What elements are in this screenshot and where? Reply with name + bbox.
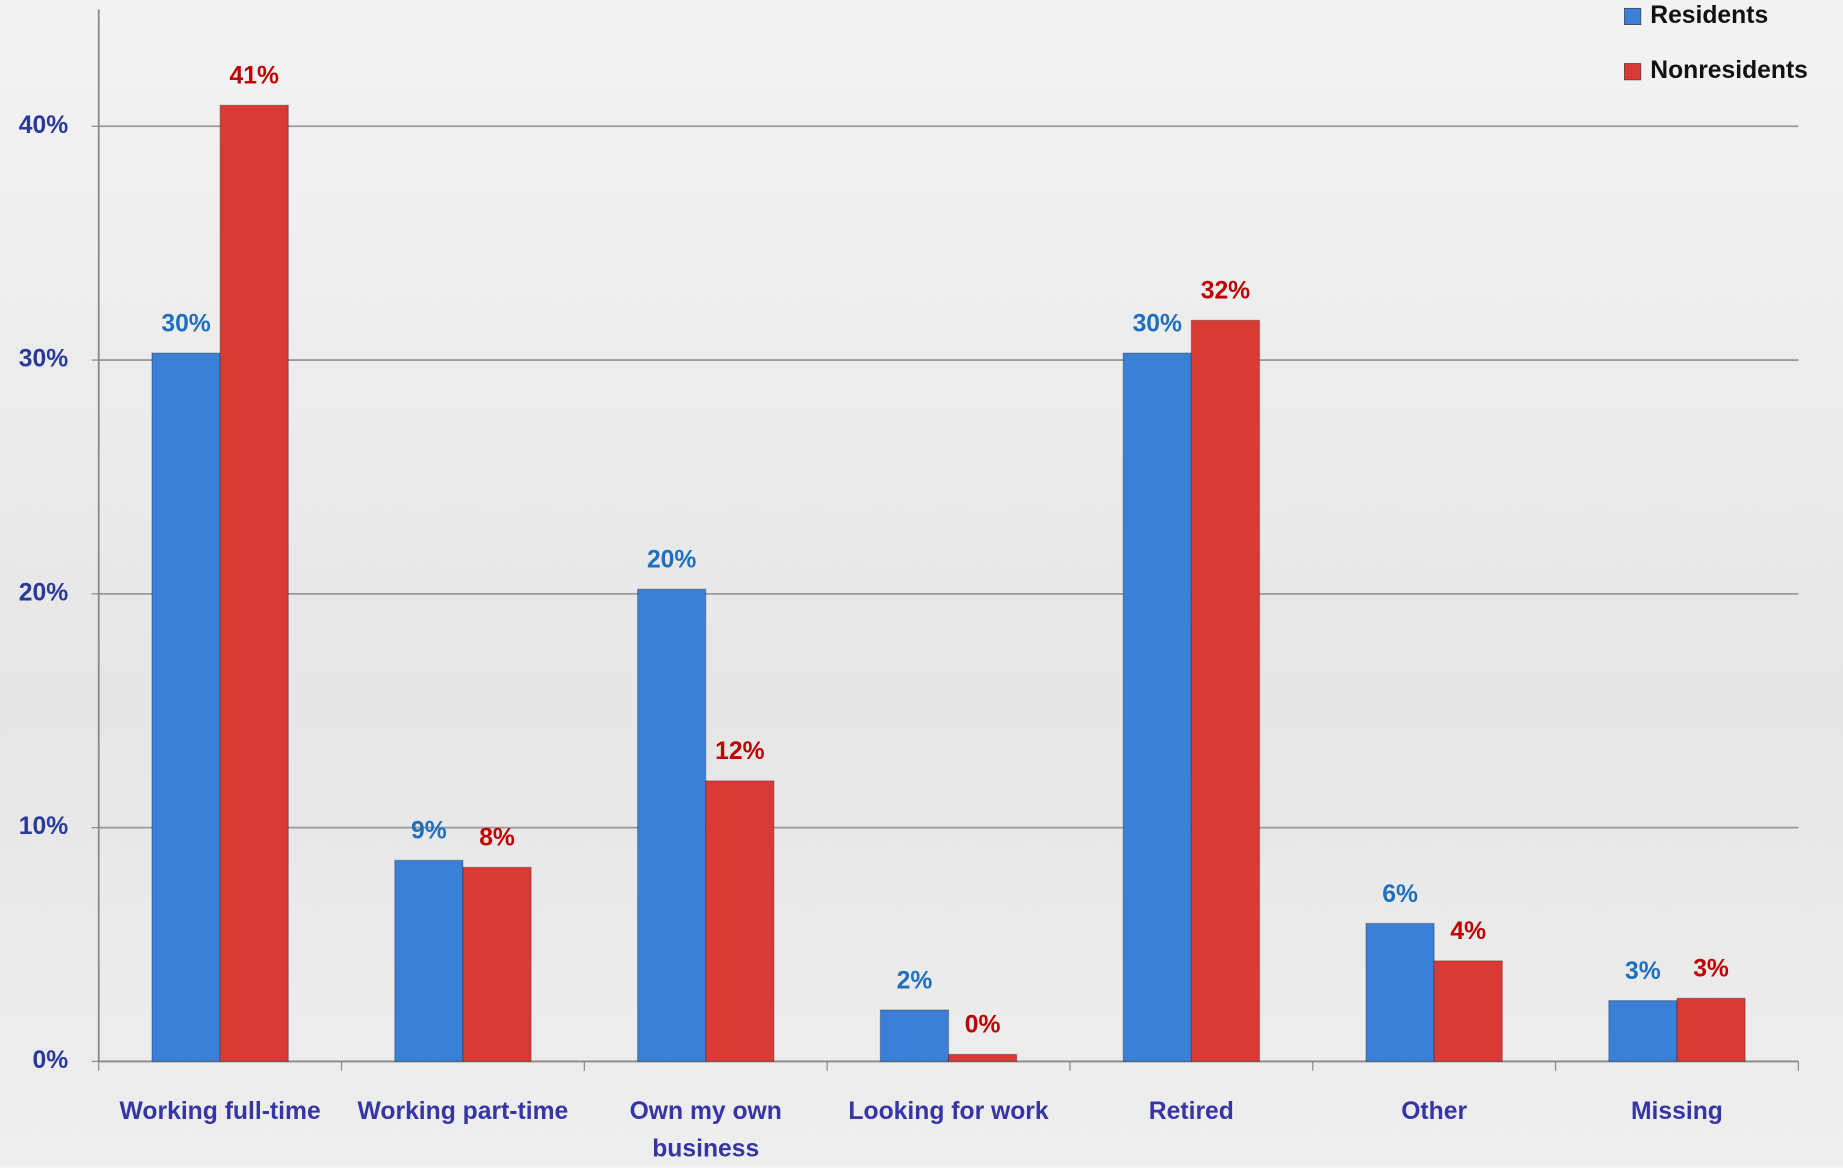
bar <box>1366 923 1434 1061</box>
bar <box>949 1054 1017 1061</box>
bar <box>1123 353 1191 1061</box>
value-label: 8% <box>479 825 515 852</box>
x-tick-label: Working full-time <box>103 1093 338 1131</box>
value-label: 0% <box>965 1012 1001 1039</box>
value-label: 20% <box>647 546 696 573</box>
bar <box>638 589 706 1061</box>
bar <box>880 1010 948 1061</box>
y-tick-label: 10% <box>19 813 68 840</box>
y-tick-label: 0% <box>33 1047 69 1074</box>
x-tick-label: Looking for work <box>831 1093 1066 1131</box>
y-tick-label: 30% <box>19 346 68 373</box>
x-tick-label: Own my own business <box>588 1093 823 1168</box>
value-label: 4% <box>1450 918 1486 945</box>
value-label: 2% <box>897 967 933 994</box>
bar <box>152 353 220 1061</box>
bar <box>1191 320 1259 1061</box>
plot: 0% 10% 20% 30% 40% 30% 41% 9% 8% 20% 12% 2% 0% 30% 32%… <box>0 0 1843 1166</box>
value-label: 30% <box>161 310 210 337</box>
x-tick-label: Other <box>1317 1093 1552 1131</box>
y-tick-label: 40% <box>19 112 68 139</box>
bar <box>395 860 463 1061</box>
value-label: 3% <box>1625 958 1661 985</box>
y-tick-label: 20% <box>19 579 68 606</box>
chart: 0% 10% 20% 30% 40% 30% 41% 9% 8% 20% 12% 2% 0% 30% 32%… <box>0 0 1843 1166</box>
value-label: 6% <box>1382 881 1418 908</box>
value-label: 32% <box>1201 278 1250 305</box>
x-tick-label: Working part-time <box>345 1093 580 1131</box>
value-label: 12% <box>715 738 764 765</box>
legend-label: Residents <box>1650 2 1768 29</box>
bar <box>463 867 531 1061</box>
value-label: 3% <box>1693 956 1729 983</box>
bar <box>1609 1001 1677 1062</box>
bar <box>706 781 774 1062</box>
value-label: 30% <box>1133 310 1182 337</box>
x-tick-label: Missing <box>1559 1093 1794 1131</box>
legend-label: Nonresidents <box>1650 57 1808 84</box>
legend-swatch <box>1624 8 1640 24</box>
bar <box>1677 998 1745 1061</box>
bar <box>1434 961 1502 1062</box>
value-label: 41% <box>230 63 279 90</box>
bar <box>220 105 288 1061</box>
legend-swatch <box>1624 63 1640 79</box>
value-label: 9% <box>411 818 447 845</box>
x-tick-label: Retired <box>1074 1093 1309 1131</box>
